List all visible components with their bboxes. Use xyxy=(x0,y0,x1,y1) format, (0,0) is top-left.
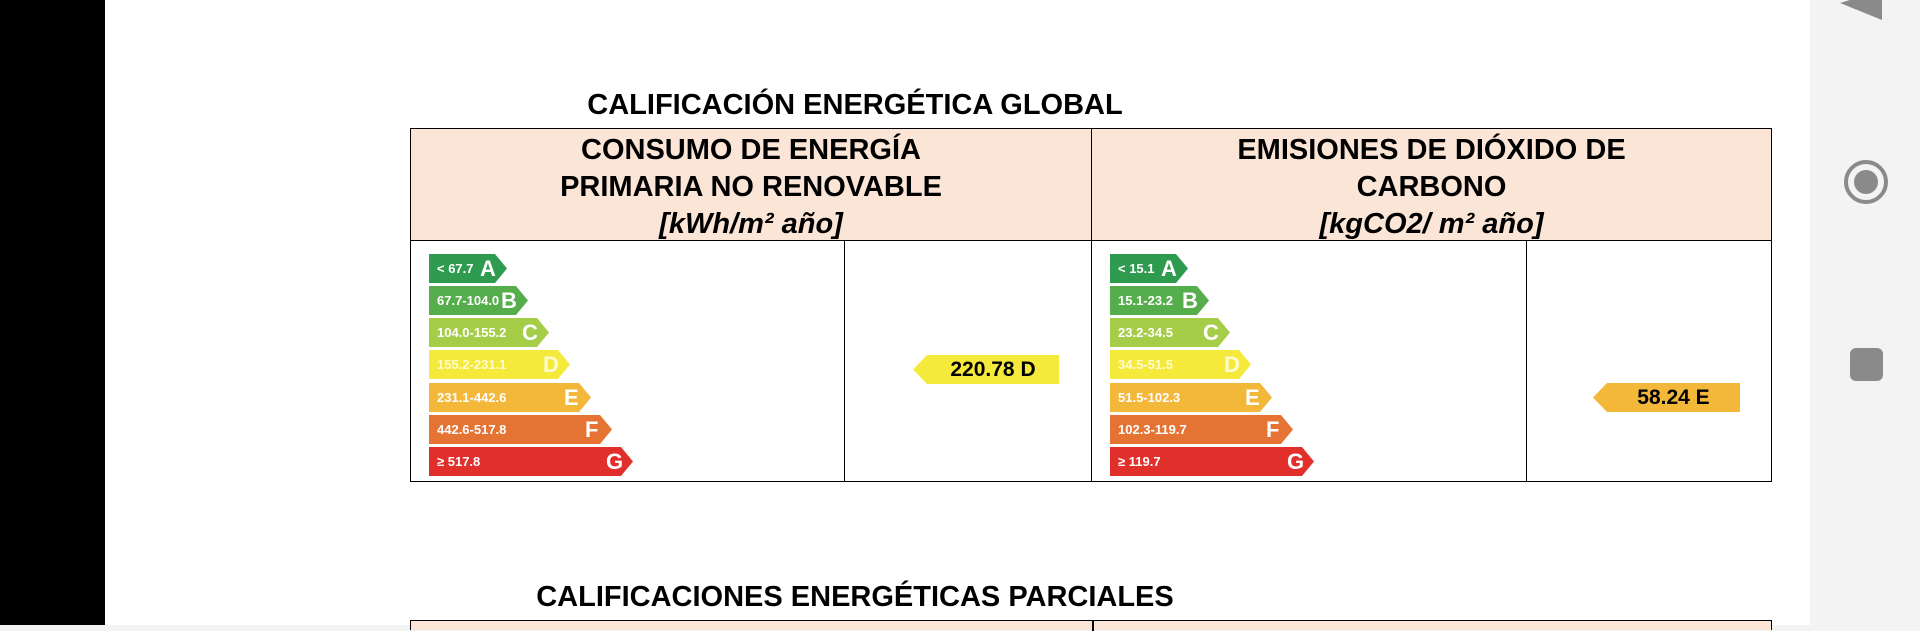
co2-scale-letter: B xyxy=(1182,288,1198,314)
energy-scale-letter: G xyxy=(606,448,624,474)
global-rating-table: CONSUMO DE ENERGÍA PRIMARIA NO RENOVABLE… xyxy=(410,128,1772,482)
co2-result-arrow xyxy=(1593,383,1740,412)
document-page: CALIFICACIÓN ENERGÉTICA GLOBAL CONSUMO D… xyxy=(105,0,1810,631)
co2-scale-arrow-g xyxy=(1110,446,1314,476)
energy-scale-letter: F xyxy=(585,416,599,442)
co2-emissions-header: EMISIONES DE DIÓXIDO DE CARBONO [kgCO2/ … xyxy=(1092,129,1771,241)
energy-scale-range: ≥ 517.8 xyxy=(437,453,481,469)
co2-scale-bar-f: 102.3-119.7 F xyxy=(1110,414,1293,444)
co2-scale-arrow-b xyxy=(1110,286,1209,316)
energy-scale-arrow-a xyxy=(429,254,507,283)
co2-scale-bar-c: 23.2-34.5 C xyxy=(1110,318,1230,348)
left-black-bar xyxy=(0,0,105,625)
co2-scale-bar-a: < 15.1 A xyxy=(1110,254,1188,283)
partial-ratings-table xyxy=(410,620,1772,631)
partial-ratings-title: CALIFICACIONES ENERGÉTICAS PARCIALES xyxy=(536,581,1174,613)
energy-scale-range: 67.7-104.0 xyxy=(437,293,500,309)
energy-scale-arrow-b xyxy=(429,286,528,316)
energy-scale-range: < 67.7 xyxy=(437,261,474,276)
energy-scale-range: 104.0-155.2 xyxy=(437,325,507,341)
energy-consumption-header: CONSUMO DE ENERGÍA PRIMARIA NO RENOVABLE… xyxy=(411,129,1092,241)
co2-scale-arrow-c xyxy=(1110,318,1230,348)
energy-scale-letter: A xyxy=(480,256,496,281)
co2-result-cell: 58.24 E xyxy=(1527,241,1771,481)
energy-scale-bar-f: 442.6-517.8 F xyxy=(429,414,612,444)
recents-square-icon[interactable] xyxy=(1850,348,1883,381)
energy-scale-bar-c: 104.0-155.2 C xyxy=(429,318,549,348)
co2-unit: [kgCO2/ m² año] xyxy=(1319,208,1544,240)
co2-scale-bar-g: ≥ 119.7 G xyxy=(1110,446,1314,476)
co2-scale-range: 34.5-51.5 xyxy=(1118,357,1173,373)
home-circle-icon[interactable] xyxy=(1842,158,1890,206)
co2-scale-range: 102.3-119.7 xyxy=(1118,421,1187,437)
energy-result-arrow xyxy=(913,355,1059,384)
energy-scale-bar-b: 67.7-104.0 B xyxy=(429,286,528,316)
co2-scale-range: 23.2-34.5 xyxy=(1118,325,1173,341)
energy-result-value: 220.78 D xyxy=(950,357,1036,381)
energy-scale-letter: E xyxy=(564,384,579,410)
partial-table-divider xyxy=(1092,621,1094,631)
co2-scale-range: 51.5-102.3 xyxy=(1118,389,1181,405)
co2-scale-arrow-a xyxy=(1110,254,1188,283)
co2-scale-cell: < 15.1 A 15.1-23.2 B 23.2-34.5 C 34.5-51.5 D 51.… xyxy=(1092,241,1527,481)
co2-rating-scale: < 15.1 A 15.1-23.2 B 23.2-34.5 C 34.5-51.5 D 51.… xyxy=(1110,254,1314,479)
energy-unit: [kWh/m² año] xyxy=(659,208,843,240)
energy-scale-range: 231.1-442.6 xyxy=(437,389,507,405)
co2-scale-letter: C xyxy=(1203,320,1219,346)
energy-result-indicator: 220.78 D xyxy=(913,355,1059,384)
co2-scale-bar-b: 15.1-23.2 B xyxy=(1110,286,1209,316)
energy-scale-arrow-c xyxy=(429,318,549,348)
co2-scale-range: < 15.1 xyxy=(1118,261,1155,276)
energy-scale-range: 442.6-517.8 xyxy=(437,421,507,437)
co2-scale-arrow-e xyxy=(1110,382,1272,412)
energy-scale-range: 155.2-231.1 xyxy=(437,357,507,373)
co2-scale-letter: E xyxy=(1245,384,1260,410)
navigation-rail xyxy=(1810,0,1920,625)
energy-scale-bar-g: ≥ 517.8 G xyxy=(429,446,633,476)
co2-scale-letter: G xyxy=(1287,448,1305,474)
co2-result-indicator: 58.24 E xyxy=(1593,383,1740,412)
energy-rating-scale: < 67.7 A 67.7-104.0 B 104.0-155.2 C 155.2-231.… xyxy=(429,254,633,479)
energy-scale-bar-a: < 67.7 A xyxy=(429,254,507,283)
energy-scale-letter: C xyxy=(522,320,538,346)
energy-result-cell: 220.78 D xyxy=(845,241,1092,481)
energy-scale-arrow-e xyxy=(429,382,591,412)
co2-result-value: 58.24 E xyxy=(1637,385,1710,409)
co2-scale-letter: D xyxy=(1224,352,1240,378)
co2-scale-letter: A xyxy=(1161,256,1177,281)
global-rating-title: CALIFICACIÓN ENERGÉTICA GLOBAL xyxy=(587,89,1123,121)
energy-scale-bar-e: 231.1-442.6 E xyxy=(429,382,591,412)
co2-scale-bar-d: 34.5-51.5 D xyxy=(1110,350,1251,380)
co2-scale-letter: F xyxy=(1266,416,1280,442)
energy-header-line2: PRIMARIA NO RENOVABLE xyxy=(560,171,942,203)
co2-scale-arrow-f xyxy=(1110,414,1293,444)
energy-scale-bar-d: 155.2-231.1 D xyxy=(429,350,570,380)
energy-scale-cell: < 67.7 A 67.7-104.0 B 104.0-155.2 C 155.2-231.… xyxy=(411,241,845,481)
co2-header-line2: CARBONO xyxy=(1356,171,1507,203)
energy-scale-arrow-g xyxy=(429,446,633,476)
co2-scale-range: 15.1-23.2 xyxy=(1118,293,1173,309)
co2-header-line1: EMISIONES DE DIÓXIDO DE xyxy=(1237,134,1626,166)
energy-header-line1: CONSUMO DE ENERGÍA xyxy=(581,134,921,166)
energy-scale-letter: D xyxy=(543,352,559,378)
back-triangle-icon[interactable] xyxy=(1840,0,1882,20)
co2-scale-bar-e: 51.5-102.3 E xyxy=(1110,382,1272,412)
energy-scale-arrow-f xyxy=(429,414,612,444)
energy-scale-arrow-d xyxy=(429,350,570,380)
co2-scale-arrow-d xyxy=(1110,350,1251,380)
energy-scale-letter: B xyxy=(501,288,517,314)
co2-scale-range: ≥ 119.7 xyxy=(1118,453,1161,469)
